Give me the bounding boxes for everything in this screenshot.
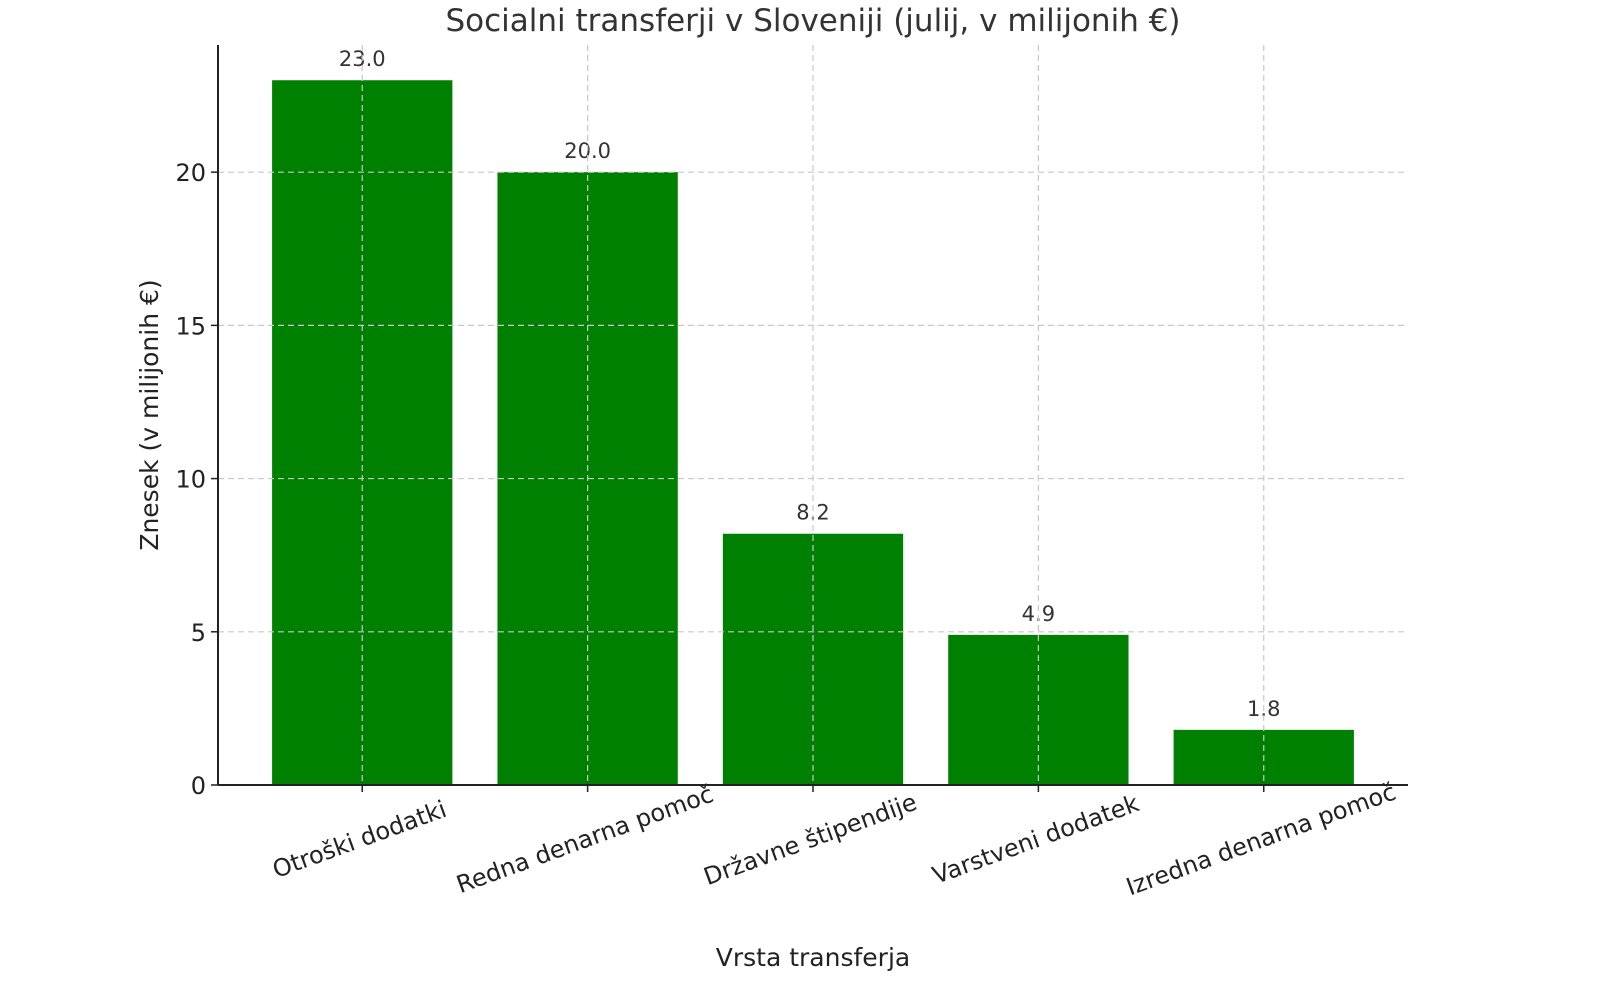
y-tick-label: 20 bbox=[175, 159, 206, 187]
x-axis-label: Vrsta transferja bbox=[716, 943, 910, 972]
x-tick-label: Varstveni dodatek bbox=[929, 789, 1143, 890]
x-tick-label: Državne štipendije bbox=[700, 788, 921, 891]
x-tick-label: Redna denarna pomoč bbox=[453, 780, 717, 899]
y-tick-label: 10 bbox=[175, 466, 206, 494]
y-tick-label: 0 bbox=[191, 772, 206, 800]
y-tick-label: 5 bbox=[191, 619, 206, 647]
x-tick-label: Izredna denarna pomoč bbox=[1122, 778, 1399, 902]
y-tick-label: 15 bbox=[175, 312, 206, 340]
y-axis-label: Znesek (v milijonih €) bbox=[135, 279, 164, 550]
chart-title: Socialni transferji v Sloveniji (julij, … bbox=[445, 3, 1180, 39]
bar-value-label: 8.2 bbox=[796, 501, 829, 525]
grid bbox=[218, 45, 1408, 785]
x-tick-label: Otroški dodatki bbox=[269, 795, 450, 884]
